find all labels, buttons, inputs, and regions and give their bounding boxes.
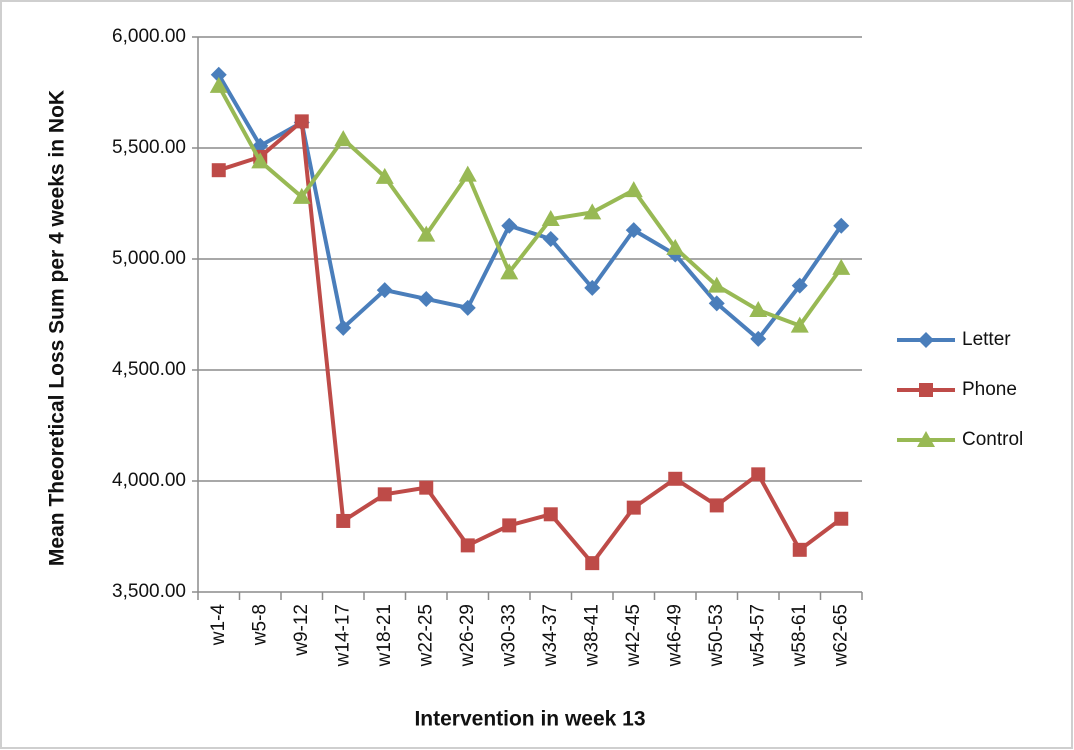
point [294, 114, 309, 129]
point [460, 538, 475, 553]
y-tick-label: 5,000.00 [112, 248, 186, 269]
y-tick-label: 5,500.00 [112, 137, 186, 158]
point [790, 316, 809, 333]
legend-label: Phone [962, 379, 1017, 400]
legend-label: Letter [962, 329, 1011, 350]
point [375, 167, 394, 184]
point [500, 263, 519, 280]
point [750, 330, 767, 347]
point [707, 276, 726, 293]
point [501, 217, 518, 234]
x-axis-title: Intervention in week 13 [414, 708, 645, 731]
y-tick-label: 3,500.00 [112, 581, 186, 602]
point [252, 137, 269, 154]
point [335, 319, 352, 336]
y-tick-label: 6,000.00 [112, 26, 186, 47]
point [583, 203, 602, 220]
point [791, 277, 808, 294]
series-line [217, 73, 843, 341]
point [543, 507, 558, 522]
series-line [218, 119, 843, 566]
y-axis-title: Mean Theoretical Loss Sum per 4 weeks in… [46, 90, 69, 566]
x-tick-label: w42-45 [623, 604, 644, 667]
x-tick-label: w18-21 [374, 604, 395, 667]
point [458, 165, 477, 182]
point [336, 513, 351, 528]
point [209, 76, 228, 93]
point [376, 282, 393, 299]
point [542, 231, 559, 248]
point [709, 498, 724, 513]
x-tick-label: w5-8 [249, 604, 270, 646]
x-tick-label: w38-41 [581, 604, 602, 667]
x-tick-label: w30-33 [498, 604, 519, 667]
x-tick-label: w22-25 [415, 604, 436, 667]
point [708, 295, 725, 312]
point [211, 163, 226, 178]
x-tick-label: w1-4 [208, 604, 229, 647]
point [666, 238, 685, 255]
x-tick-label: w50-53 [706, 604, 727, 667]
legend-label: Control [962, 429, 1023, 450]
x-tick-label: w46-49 [664, 604, 685, 667]
point [585, 556, 600, 571]
point [751, 467, 766, 482]
point [584, 279, 601, 296]
y-tick-label: 4,500.00 [112, 359, 186, 380]
legend-marker [917, 431, 935, 447]
point [832, 258, 851, 275]
x-tick-label: w62-65 [830, 604, 851, 667]
point [541, 210, 560, 227]
point [834, 511, 849, 526]
point [626, 500, 641, 515]
point [417, 225, 436, 242]
point [624, 181, 643, 198]
point [625, 222, 642, 239]
point [251, 152, 270, 169]
point [459, 299, 476, 316]
legend-marker [919, 383, 933, 397]
x-tick-label: w9-12 [291, 604, 312, 657]
point [418, 290, 435, 307]
point [210, 66, 227, 83]
x-tick-label: w26-29 [457, 604, 478, 667]
point [292, 187, 311, 204]
point [502, 518, 517, 533]
x-tick-label: w54-57 [747, 604, 768, 667]
legend-marker [918, 332, 934, 348]
point [833, 217, 850, 234]
y-tick-label: 4,000.00 [112, 470, 186, 491]
point [792, 542, 807, 557]
point [377, 487, 392, 502]
x-tick-label: w34-37 [540, 604, 561, 667]
x-tick-label: w58-61 [789, 604, 810, 667]
series-line [216, 84, 843, 328]
point [668, 471, 683, 486]
point [749, 301, 768, 318]
point [334, 130, 353, 147]
point [419, 480, 434, 495]
x-tick-label: w14-17 [332, 604, 353, 667]
